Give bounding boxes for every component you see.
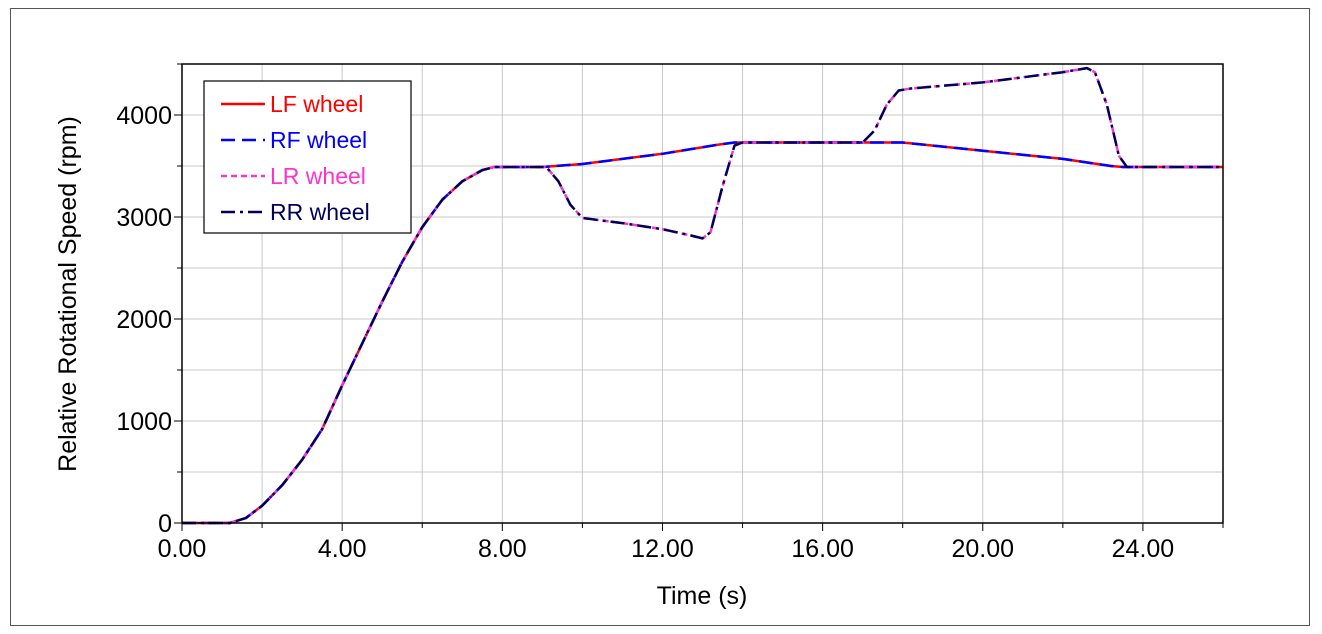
legend-label-lf: LF wheel xyxy=(270,91,363,117)
x-tick-label: 4.00 xyxy=(318,535,367,563)
y-tick-label: 3000 xyxy=(116,204,172,232)
x-tick-label: 16.00 xyxy=(791,535,854,563)
x-tick-label: 24.00 xyxy=(1112,535,1175,563)
x-axis-label: Time (s) xyxy=(657,582,748,610)
axis-ticks: 0.00 4.00 8.00 12.00 16.00 20.00 24.00 0 1000 200… xyxy=(116,63,1224,563)
x-tick-label: 12.00 xyxy=(631,535,694,563)
y-tick-label: 0 xyxy=(158,510,172,538)
y-tick-label: 4000 xyxy=(116,102,172,130)
x-tick-label: 0.00 xyxy=(158,535,207,563)
legend-label-rr: RR wheel xyxy=(270,199,370,225)
series-line-rr xyxy=(182,66,1223,525)
legend: LF wheel RF wheel LR wheel RR wheel xyxy=(203,80,412,234)
legend-label-rf: RF wheel xyxy=(270,127,367,153)
x-tick-label: 8.00 xyxy=(478,535,527,563)
y-axis-label: Relative Rotational Speed (rpm) xyxy=(54,116,82,472)
y-tick-label: 2000 xyxy=(116,306,172,334)
series-lines xyxy=(182,66,1223,525)
legend-label-lr: LR wheel xyxy=(270,163,366,189)
y-tick-label: 1000 xyxy=(116,408,172,436)
legend-box xyxy=(203,80,412,234)
x-tick-label: 20.00 xyxy=(951,535,1014,563)
plot-border xyxy=(181,63,1224,524)
